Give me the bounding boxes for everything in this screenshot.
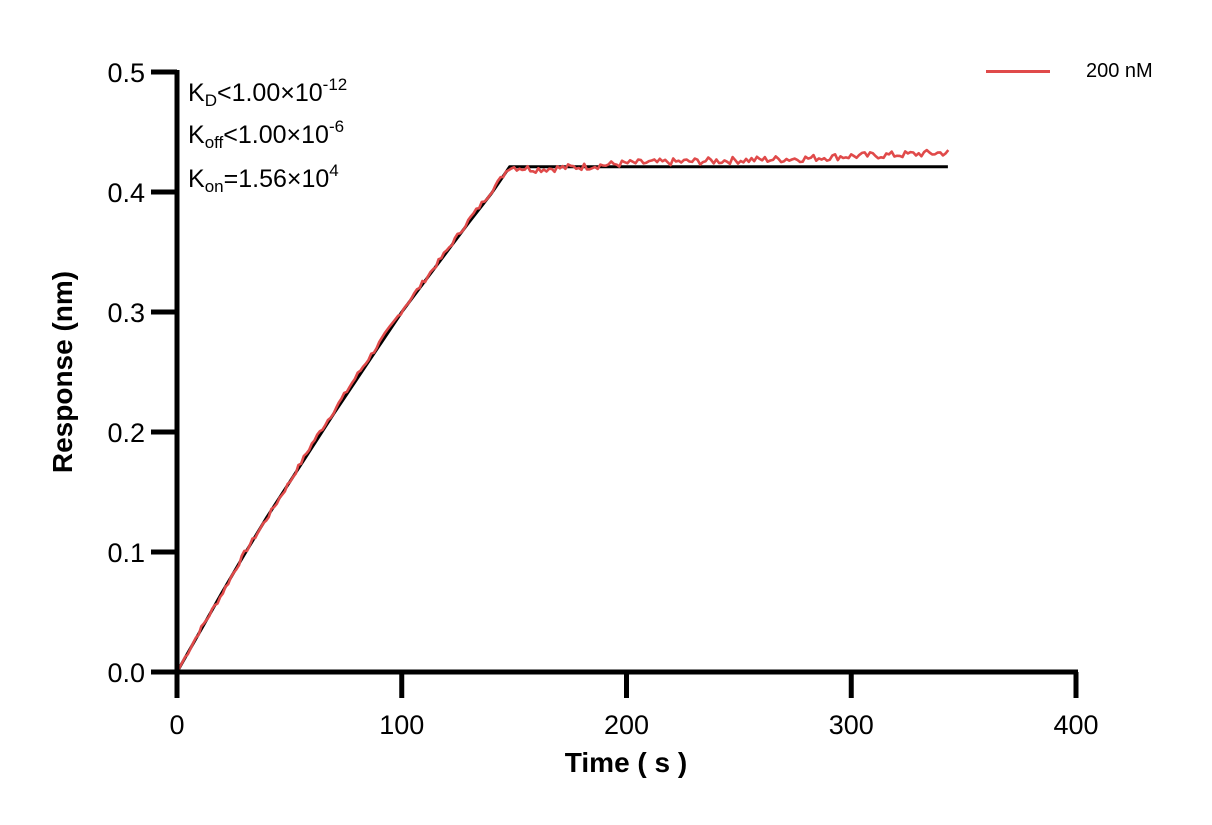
y-tick-label: 0.4 — [107, 178, 145, 208]
koff-annotation: Koff<1.00×10-6 — [188, 117, 345, 152]
x-tick-label: 0 — [169, 710, 184, 740]
y-tick-label: 0.3 — [107, 298, 145, 328]
kd-annotation: KD<1.00×10-12 — [188, 75, 348, 110]
y-tick-label: 0.0 — [107, 658, 145, 688]
tick-labels: 0.0 0.1 0.2 0.3 0.4 0.5 0 100 200 300 400 — [107, 58, 1098, 740]
legend-label-200nm: 200 nM — [1086, 60, 1153, 82]
x-tick-label: 300 — [829, 710, 874, 740]
y-tick-label: 0.1 — [107, 538, 145, 568]
y-axis-label: Response (nm) — [47, 271, 78, 473]
fit-line — [175, 165, 948, 673]
x-axis-label: Time ( s ) — [565, 747, 687, 778]
legend: 200 nM — [986, 58, 1196, 88]
kon-annotation: Kon=1.56×104 — [188, 161, 339, 196]
y-tick-label: 0.2 — [107, 418, 145, 448]
x-tick-label: 200 — [604, 710, 649, 740]
y-tick-label: 0.5 — [107, 58, 145, 88]
data-series-200nm — [175, 148, 950, 673]
x-tick-label: 100 — [379, 710, 424, 740]
axes — [151, 69, 1079, 698]
legend-swatch-200nm — [986, 70, 1050, 73]
x-tick-label: 400 — [1053, 710, 1098, 740]
